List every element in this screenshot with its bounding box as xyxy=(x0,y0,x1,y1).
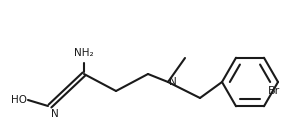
Text: N: N xyxy=(51,109,59,119)
Text: HO: HO xyxy=(11,95,27,105)
Text: Br: Br xyxy=(268,86,280,96)
Text: N: N xyxy=(169,77,177,87)
Text: NH₂: NH₂ xyxy=(74,48,94,58)
